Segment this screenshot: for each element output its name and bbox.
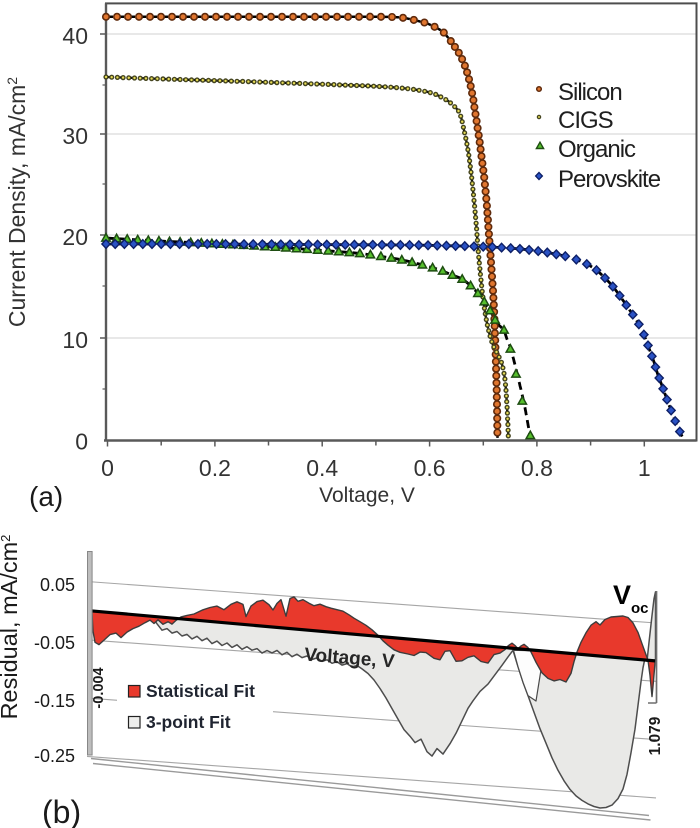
svg-text:Voltage, V: Voltage, V — [319, 484, 415, 507]
svg-text:1.079: 1.079 — [647, 716, 664, 755]
svg-text:0.8: 0.8 — [521, 455, 553, 481]
svg-text:0.05: 0.05 — [40, 575, 75, 595]
svg-text:0.6: 0.6 — [414, 455, 446, 481]
svg-text:1: 1 — [638, 455, 651, 481]
svg-text:(b): (b) — [42, 794, 81, 828]
svg-text:Organic: Organic — [558, 136, 636, 163]
svg-text:Perovskite: Perovskite — [558, 166, 661, 193]
svg-text:10: 10 — [62, 327, 88, 353]
svg-text:Current Density, mA/cm2: Current Density, mA/cm2 — [4, 77, 30, 327]
svg-text:Silicon: Silicon — [558, 79, 622, 106]
svg-text:CIGS: CIGS — [558, 107, 613, 134]
svg-text:-0.004: -0.004 — [91, 667, 107, 708]
svg-text:Statistical Fit: Statistical Fit — [146, 681, 255, 701]
svg-text:Residual, mA/cm2: Residual, mA/cm2 — [0, 535, 22, 720]
svg-text:3-point Fit: 3-point Fit — [146, 712, 231, 732]
svg-text:-0.15: -0.15 — [34, 691, 75, 711]
svg-text:40: 40 — [62, 23, 88, 49]
svg-text:0: 0 — [75, 429, 88, 455]
svg-text:0.2: 0.2 — [199, 455, 231, 481]
svg-text:30: 30 — [62, 123, 88, 149]
svg-text:-0.05: -0.05 — [34, 633, 75, 653]
svg-text:(a): (a) — [29, 481, 63, 512]
svg-text:20: 20 — [62, 224, 88, 250]
svg-text:-0.25: -0.25 — [34, 746, 75, 766]
svg-text:0.4: 0.4 — [306, 455, 338, 481]
svg-text:0: 0 — [101, 455, 114, 481]
